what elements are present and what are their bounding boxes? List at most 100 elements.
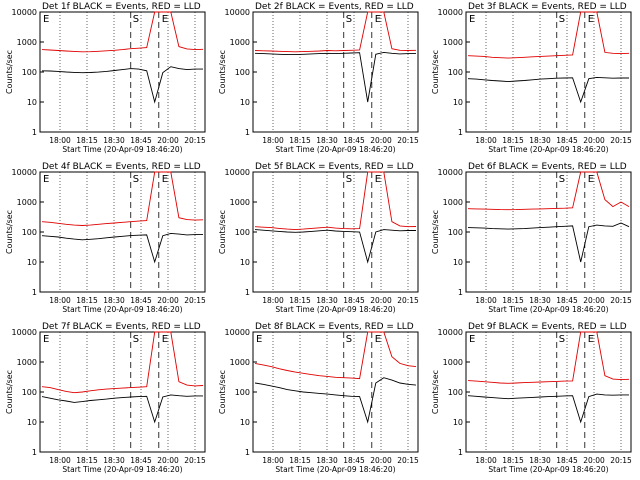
marker-letter: E (375, 14, 381, 25)
plot-frame (465, 331, 632, 453)
y-tick-label: 10000 (438, 8, 463, 17)
y-tick-label: 10 (240, 258, 250, 267)
y-tick-label: 1 (245, 128, 250, 137)
x-tick-label: 18:45 (130, 136, 152, 145)
y-tick-label: 10 (240, 418, 250, 427)
x-tick-label: 20:15 (397, 456, 419, 465)
y-tick-label: 10000 (12, 168, 37, 177)
y-tick-label: 100 (448, 68, 463, 77)
events-series-line (467, 76, 629, 104)
detector-panel: Det 5f BLACK = Events, RED = LLD 1 10 100 10… (218, 162, 419, 314)
y-tick-label: 10000 (225, 8, 250, 17)
detector-panel: Det 6f BLACK = Events, RED = LLD 1 10 100 10… (431, 162, 632, 314)
x-axis-label: Start Time (20-Apr-09 18:46:20) (488, 305, 608, 314)
x-tick-label: 18:45 (343, 136, 365, 145)
y-tick-label: 100 (448, 388, 463, 397)
plot-frame (465, 11, 632, 133)
x-tick-label: 18:15 (76, 296, 98, 305)
marker-letter: E (588, 14, 594, 25)
marker-letter: S (133, 174, 139, 185)
x-tick-label: 18:45 (556, 456, 578, 465)
marker-letter: S (559, 174, 565, 185)
detector-panel: Det 3f BLACK = Events, RED = LLD 1 10 100 10… (431, 2, 632, 154)
x-axis-label: Start Time (20-Apr-09 18:46:20) (488, 465, 608, 474)
detector-panel: Det 8f BLACK = Events, RED = LLD 1 10 100 10… (218, 322, 419, 474)
panel-title: Det 3f BLACK = Events, RED = LLD (468, 2, 627, 12)
marker-letter: E (162, 174, 168, 185)
y-tick-label: 1 (245, 288, 250, 297)
y-tick-label: 10 (453, 418, 463, 427)
events-series-line (467, 222, 630, 263)
plot-frame (39, 171, 206, 293)
y-tick-label: 100 (235, 228, 250, 237)
lld-series-line (254, 331, 417, 380)
y-tick-label: 1000 (230, 358, 250, 367)
events-series-line (41, 66, 203, 104)
x-tick-label: 18:15 (289, 136, 311, 145)
y-tick-label: 10000 (225, 168, 250, 177)
y-axis-label: Counts/sec (5, 50, 14, 94)
y-tick-label: 1 (32, 128, 37, 137)
marker-letter: S (346, 14, 352, 25)
y-tick-label: 10000 (12, 8, 37, 17)
marker-letter: E (256, 334, 262, 345)
x-tick-label: 18:45 (556, 296, 578, 305)
x-tick-label: 20:15 (184, 296, 206, 305)
x-tick-label: 18:00 (262, 456, 284, 465)
x-tick-label: 18:00 (262, 296, 284, 305)
panel-title: Det 9f BLACK = Events, RED = LLD (468, 322, 627, 332)
x-tick-label: 20:00 (583, 136, 605, 145)
plot-frame (252, 11, 419, 133)
marker-letter: E (469, 334, 475, 345)
y-tick-label: 100 (22, 388, 37, 397)
y-tick-label: 10 (27, 98, 37, 107)
y-tick-label: 1000 (443, 358, 463, 367)
x-tick-label: 20:00 (583, 456, 605, 465)
y-tick-label: 10 (27, 258, 37, 267)
events-series-line (41, 394, 203, 424)
y-tick-label: 1 (458, 128, 463, 137)
lld-series-line (467, 331, 630, 384)
marker-letter: E (375, 174, 381, 185)
x-axis-label: Start Time (20-Apr-09 18:46:20) (275, 305, 395, 314)
marker-letter: E (375, 334, 381, 345)
events-series-line (254, 377, 417, 424)
x-tick-label: 18:00 (49, 456, 71, 465)
x-tick-label: 18:15 (502, 136, 524, 145)
x-tick-label: 18:00 (49, 136, 71, 145)
plot-frame (39, 331, 206, 453)
x-tick-label: 18:00 (475, 136, 497, 145)
y-axis-label: Counts/sec (218, 370, 227, 414)
y-tick-label: 1000 (17, 358, 37, 367)
x-tick-label: 20:15 (397, 136, 419, 145)
x-axis-label: Start Time (20-Apr-09 18:46:20) (62, 145, 182, 154)
y-tick-label: 100 (22, 228, 37, 237)
marker-letter: S (346, 334, 352, 345)
x-tick-label: 20:15 (610, 296, 632, 305)
marker-letter: E (588, 334, 594, 345)
y-tick-label: 10 (453, 258, 463, 267)
detector-panel: Det 1f BLACK = Events, RED = LLD 1 10 100 10… (5, 2, 206, 154)
x-tick-label: 20:00 (157, 136, 179, 145)
lld-series-line (254, 11, 417, 53)
plot-frame (465, 171, 632, 293)
marker-letter: E (43, 14, 49, 25)
x-tick-label: 18:00 (49, 296, 71, 305)
y-tick-label: 10 (27, 418, 37, 427)
x-tick-label: 20:00 (157, 296, 179, 305)
y-tick-label: 1000 (17, 38, 37, 47)
marker-letter: S (559, 334, 565, 345)
x-tick-label: 18:45 (556, 136, 578, 145)
panel-title: Det 1f BLACK = Events, RED = LLD (42, 2, 201, 12)
y-tick-label: 10000 (438, 168, 463, 177)
y-axis-label: Counts/sec (218, 210, 227, 254)
plot-frame (252, 331, 419, 453)
lld-series-line (254, 171, 417, 231)
x-tick-label: 18:15 (289, 296, 311, 305)
x-tick-label: 18:30 (316, 136, 338, 145)
y-tick-label: 100 (235, 68, 250, 77)
events-series-line (254, 229, 416, 264)
marker-letter: S (133, 14, 139, 25)
x-tick-label: 18:15 (76, 456, 98, 465)
